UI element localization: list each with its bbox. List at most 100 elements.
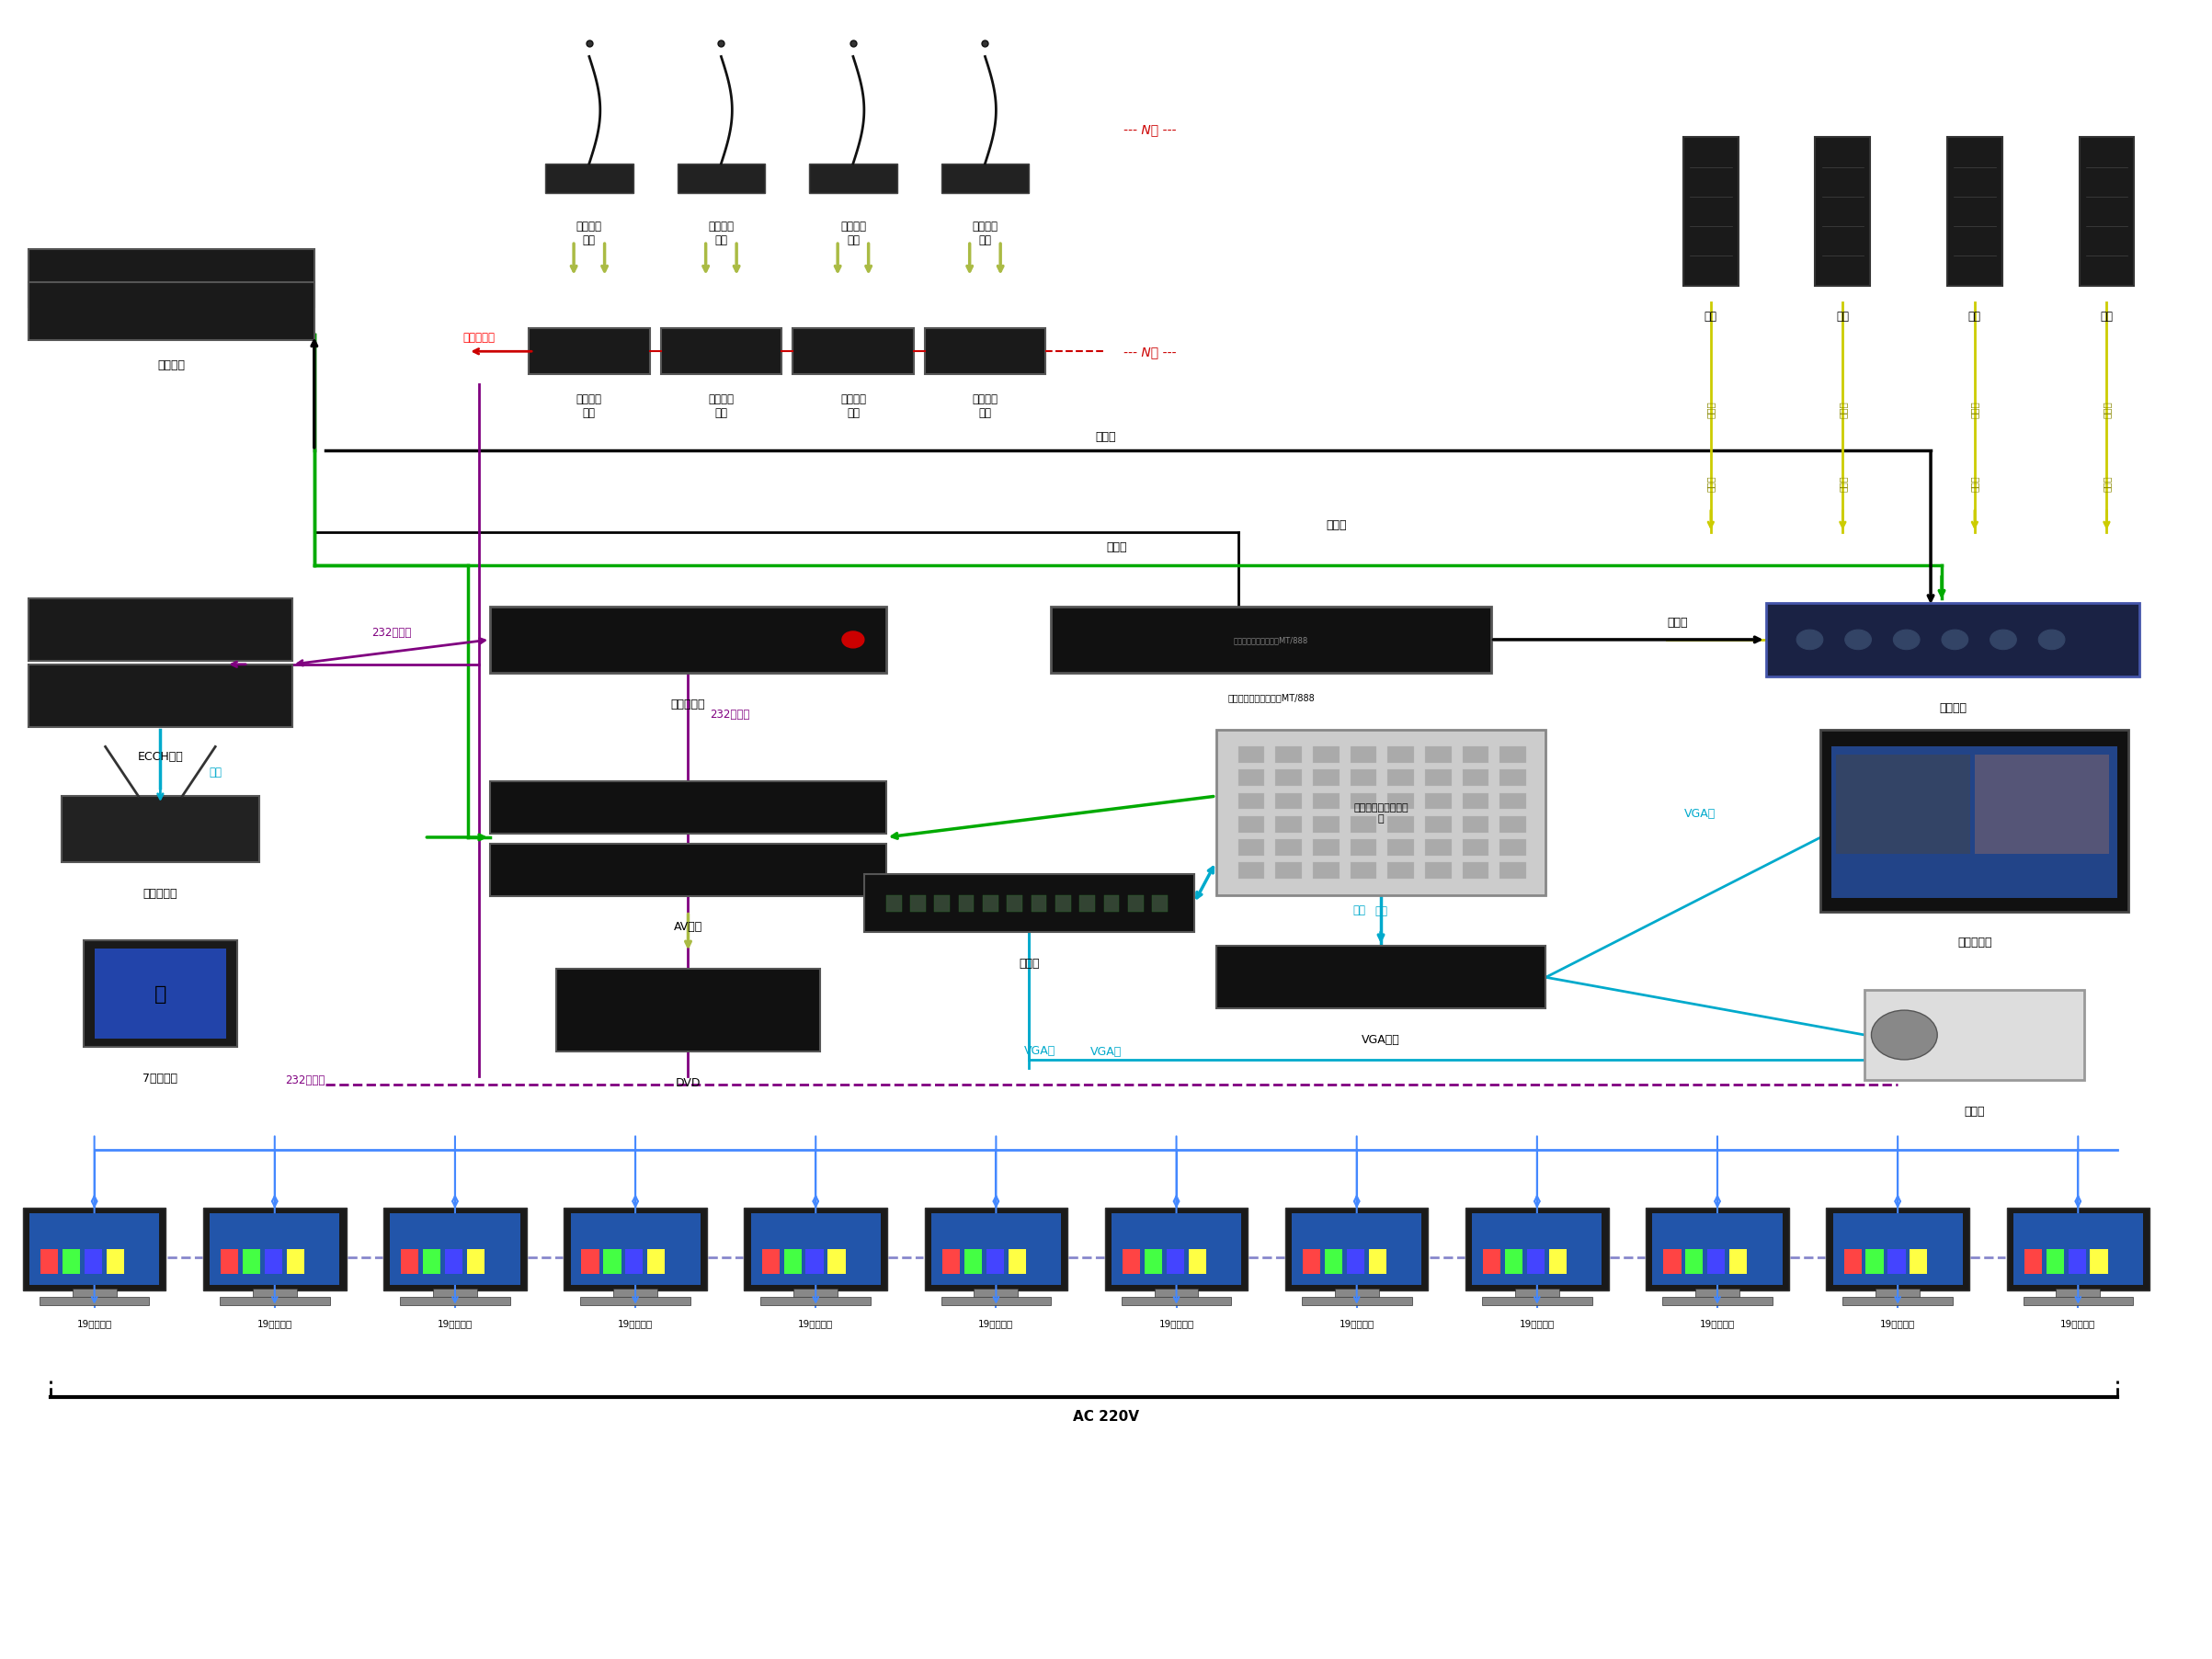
Text: 嵌入式音
频盒: 嵌入式音 频盒 xyxy=(841,393,865,420)
Text: VGA矩阵: VGA矩阵 xyxy=(1363,1034,1400,1045)
Text: 电源管理器: 电源管理器 xyxy=(670,698,706,710)
Bar xyxy=(564,1208,708,1291)
Bar xyxy=(1334,1289,1378,1299)
Bar xyxy=(1462,863,1489,879)
Text: 232控制线: 232控制线 xyxy=(285,1073,325,1085)
Bar xyxy=(1387,793,1413,810)
Bar xyxy=(544,164,633,194)
Bar xyxy=(1686,1249,1703,1274)
Bar xyxy=(1462,816,1489,833)
Bar xyxy=(95,949,226,1040)
Bar xyxy=(1425,793,1451,810)
Bar xyxy=(73,1289,117,1299)
Text: 音箱线: 音箱线 xyxy=(1838,476,1847,491)
Bar xyxy=(973,1289,1018,1299)
Bar xyxy=(761,1249,779,1274)
Bar xyxy=(40,1297,150,1306)
Bar xyxy=(1188,1249,1206,1274)
Bar xyxy=(931,1213,1062,1286)
Bar xyxy=(204,1208,345,1291)
Circle shape xyxy=(2039,630,2064,650)
Bar xyxy=(940,1297,1051,1306)
Text: --- N个 ---: --- N个 --- xyxy=(1124,123,1177,136)
Text: 会议延长线: 会议延长线 xyxy=(462,332,495,343)
Text: VGA线: VGA线 xyxy=(1091,1045,1121,1058)
Bar xyxy=(933,896,949,912)
Bar xyxy=(491,844,887,898)
Bar xyxy=(62,1249,80,1274)
Bar xyxy=(84,941,237,1047)
Bar xyxy=(1816,138,1869,287)
Bar xyxy=(750,1213,880,1286)
Text: VGA线: VGA线 xyxy=(1683,806,1717,820)
Bar xyxy=(1349,816,1376,833)
Text: 嵌入式麦
克风: 嵌入式麦 克风 xyxy=(841,221,865,246)
Bar xyxy=(1526,1249,1544,1274)
Bar xyxy=(221,1249,239,1274)
Bar xyxy=(106,1249,124,1274)
Text: 无线路由器: 无线路由器 xyxy=(144,888,177,899)
Bar xyxy=(1104,896,1119,912)
Bar xyxy=(1484,1249,1500,1274)
Bar xyxy=(1312,839,1338,856)
Text: 232控制线: 232控制线 xyxy=(710,708,750,720)
Bar xyxy=(1836,755,1971,854)
Text: ECCH中控: ECCH中控 xyxy=(137,750,184,763)
Bar xyxy=(467,1249,484,1274)
Bar xyxy=(794,1289,838,1299)
Bar xyxy=(1473,1213,1601,1286)
Bar xyxy=(1276,816,1301,833)
Bar xyxy=(580,1297,690,1306)
Bar xyxy=(1876,1289,1920,1299)
Bar xyxy=(1387,770,1413,786)
Bar xyxy=(62,796,259,863)
Bar xyxy=(2046,1249,2064,1274)
Text: 会议主机: 会议主机 xyxy=(157,360,186,372)
Bar xyxy=(40,1249,58,1274)
Text: 232控制线: 232控制线 xyxy=(372,627,411,639)
Text: 19寸一体机: 19寸一体机 xyxy=(799,1319,834,1327)
Bar xyxy=(761,1297,872,1306)
Bar xyxy=(1425,747,1451,763)
Bar xyxy=(1217,946,1546,1009)
Text: 嵌入式音
频盒: 嵌入式音 频盒 xyxy=(971,393,998,420)
Bar xyxy=(792,328,914,375)
Bar xyxy=(1663,1249,1681,1274)
Bar xyxy=(491,781,887,834)
Bar xyxy=(805,1249,823,1274)
Bar xyxy=(1947,138,2002,287)
Text: 音箱: 音箱 xyxy=(2099,310,2112,324)
Bar xyxy=(1276,839,1301,856)
Bar xyxy=(1500,747,1526,763)
Bar xyxy=(1239,863,1265,879)
Bar xyxy=(29,1213,159,1286)
Bar xyxy=(1239,747,1265,763)
Bar xyxy=(1303,1249,1321,1274)
Text: 网线: 网线 xyxy=(1374,906,1387,917)
Circle shape xyxy=(1893,630,1920,650)
Bar xyxy=(2068,1249,2086,1274)
Bar xyxy=(1312,863,1338,879)
Bar xyxy=(529,328,650,375)
Bar xyxy=(1055,896,1071,912)
Bar xyxy=(2079,138,2135,287)
Bar xyxy=(1515,1289,1559,1299)
Bar xyxy=(84,1249,102,1274)
Bar xyxy=(571,1213,701,1286)
Text: 数字功放: 数字功放 xyxy=(1940,702,1966,713)
Bar xyxy=(1152,896,1168,912)
Bar xyxy=(942,1249,960,1274)
Bar xyxy=(1349,770,1376,786)
Bar xyxy=(29,251,314,307)
Bar xyxy=(1500,793,1526,810)
Bar xyxy=(940,164,1029,194)
Bar xyxy=(1500,839,1526,856)
Text: 网线: 网线 xyxy=(1352,904,1365,916)
Text: 🤖: 🤖 xyxy=(155,985,166,1004)
Bar xyxy=(1239,770,1265,786)
Bar xyxy=(987,1249,1004,1274)
Bar xyxy=(958,896,973,912)
Bar xyxy=(1239,839,1265,856)
Bar xyxy=(2006,1208,2150,1291)
Bar xyxy=(1079,896,1095,912)
